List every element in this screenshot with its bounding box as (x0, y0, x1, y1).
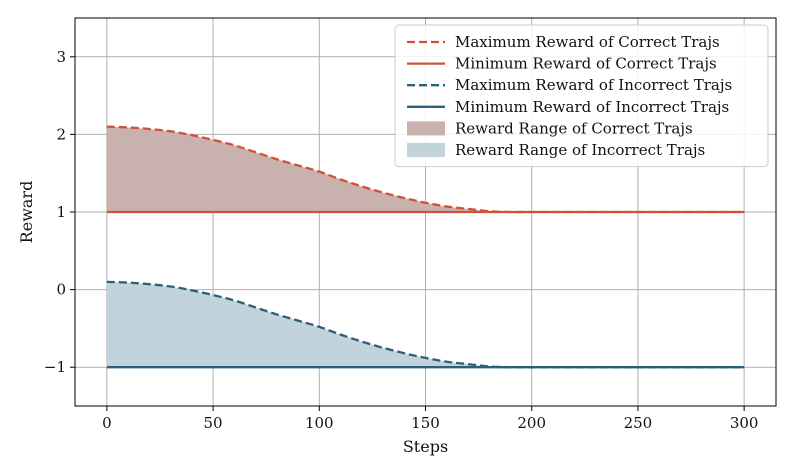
x-tick-label-4: 200 (517, 414, 546, 432)
y-tick-label-0: −1 (44, 358, 66, 376)
y-tick-label-1: 0 (56, 281, 66, 299)
legend-box (394, 24, 769, 168)
legend-label-4: Reward Range of Correct Trajs (455, 119, 693, 137)
y-tick-label-2: 1 (56, 203, 66, 221)
area-fill-0 (106, 126, 745, 212)
legend: Maximum Reward of Correct Trajs Minimum R… (394, 24, 769, 168)
y-tick-label-3: 2 (56, 125, 66, 143)
legend-label-2: Maximum Reward of Incorrect Trajs (455, 76, 732, 94)
legend-swatch-4 (407, 121, 445, 136)
x-tick-label-6: 300 (730, 414, 759, 432)
area-fills (106, 126, 745, 368)
legend-label-5: Reward Range of Incorrect Trajs (455, 141, 705, 159)
x-tick-label-3: 150 (411, 414, 440, 432)
x-tick-label-2: 100 (305, 414, 334, 432)
area-fill-1 (106, 281, 745, 368)
series-lines (106, 125, 745, 369)
x-axis-label: Steps (403, 437, 448, 456)
y-tick-label-4: 3 (56, 48, 66, 66)
legend-label-0: Maximum Reward of Correct Trajs (455, 33, 720, 51)
x-tick-label-1: 50 (204, 414, 223, 432)
x-tick-label-5: 250 (624, 414, 653, 432)
legend-swatch-5 (407, 143, 445, 157)
axes: 0 50 100 150 200 250 300 −1 0 1 2 3 (44, 17, 777, 432)
legend-label-1: Minimum Reward of Correct Trajs (455, 55, 717, 73)
legend-label-3: Minimum Reward of Incorrect Trajs (455, 98, 729, 116)
x-tick-label-0: 0 (102, 414, 112, 432)
y-axis-label: Reward (17, 181, 36, 244)
